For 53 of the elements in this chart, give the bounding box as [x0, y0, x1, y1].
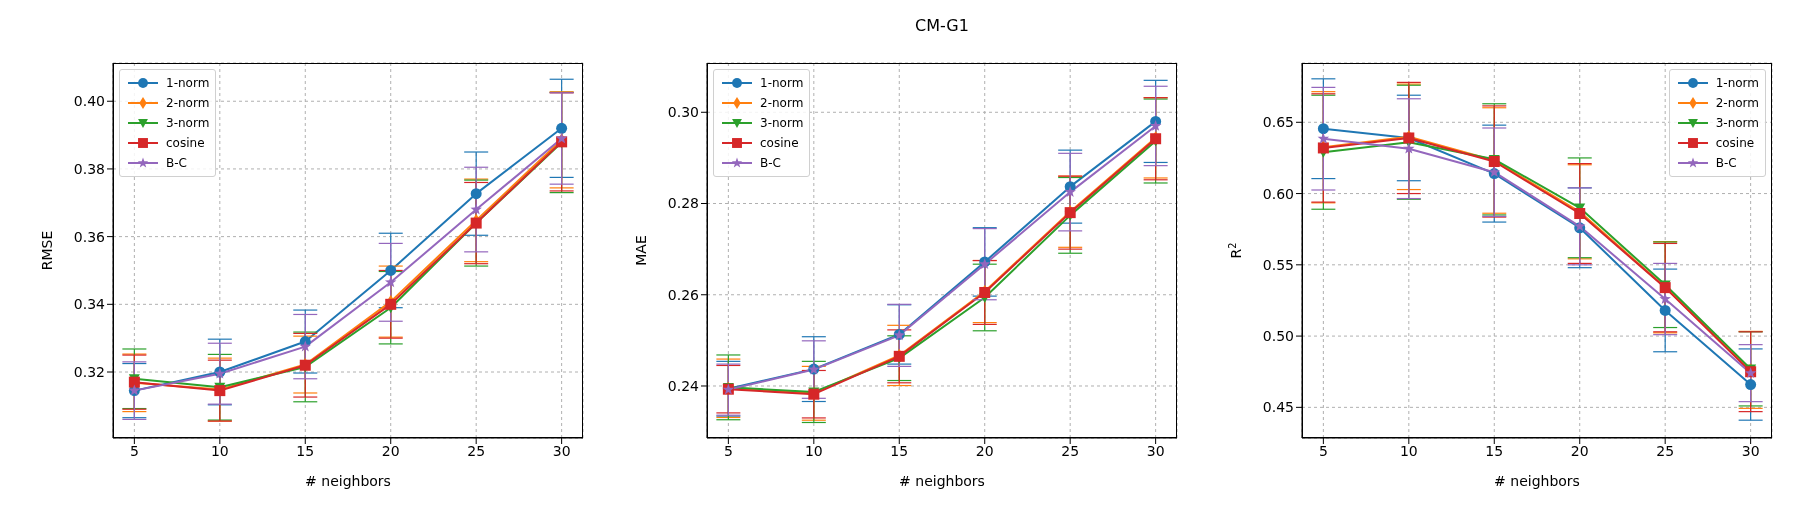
y-tick-label: 0.38 — [73, 160, 105, 177]
x-tick-label: 30 — [552, 442, 571, 459]
y-tick-label: 0.50 — [1262, 328, 1294, 345]
x-tick-label: 20 — [975, 442, 994, 459]
y-tick-label: 0.28 — [667, 195, 699, 212]
x-tick-label: 20 — [1570, 442, 1589, 459]
y-axis-title: MAE — [633, 235, 649, 266]
legend-label: 2-norm — [1715, 96, 1759, 110]
legend-label: 3-norm — [760, 116, 804, 130]
x-tick-label: 5 — [1318, 442, 1328, 459]
y-tick-label: 0.40 — [73, 93, 105, 110]
legend-label: 1-norm — [1715, 76, 1759, 90]
x-tick-label: 25 — [467, 442, 486, 459]
x-tick-label: 15 — [296, 442, 315, 459]
legend-label: cosine — [760, 136, 799, 150]
legend-label: 1-norm — [166, 76, 210, 90]
chart-title: CM-G1 — [914, 16, 970, 35]
x-tick-label: 25 — [1061, 442, 1080, 459]
y-axis-title: RMSE — [39, 230, 55, 271]
x-tick-label: 15 — [1485, 442, 1504, 459]
legend-label: cosine — [166, 136, 205, 150]
x-axis-title: # neighbors — [305, 473, 391, 489]
x-axis-title: # neighbors — [1494, 473, 1580, 489]
y-tick-label: 0.34 — [73, 296, 106, 313]
legend-label: 3-norm — [166, 116, 210, 130]
legend-label: B-C — [166, 156, 187, 170]
legend-label: cosine — [1715, 136, 1755, 150]
x-tick-label: 10 — [210, 442, 229, 459]
x-axis-title: # neighbors — [899, 473, 985, 489]
x-tick-label: 10 — [804, 442, 823, 459]
x-tick-label: 10 — [1399, 442, 1418, 459]
legend-label: 1-norm — [760, 76, 804, 90]
y-tick-label: 0.24 — [667, 377, 700, 394]
legend-label: 3-norm — [1715, 116, 1759, 130]
y-tick-label: 0.30 — [667, 104, 699, 121]
x-tick-label: 15 — [890, 442, 909, 459]
x-tick-label: 30 — [1146, 442, 1165, 459]
legend-label: 2-norm — [760, 96, 804, 110]
y-tick-label: 0.65 — [1262, 114, 1294, 131]
x-tick-label: 20 — [381, 442, 400, 459]
legend-label: B-C — [760, 156, 781, 170]
y-tick-label: 0.45 — [1262, 399, 1294, 416]
y-tick-label: 0.26 — [667, 286, 700, 303]
x-tick-label: 5 — [723, 442, 733, 459]
legend-label: 2-norm — [166, 96, 210, 110]
y-tick-label: 0.36 — [73, 228, 106, 245]
legend-label: B-C — [1715, 156, 1737, 170]
x-tick-label: 30 — [1741, 442, 1760, 459]
y-tick-label: 0.55 — [1262, 256, 1294, 273]
x-tick-label: 25 — [1656, 442, 1675, 459]
x-tick-label: 5 — [129, 442, 139, 459]
y-tick-label: 0.60 — [1262, 185, 1294, 202]
y-tick-label: 0.32 — [73, 363, 105, 380]
